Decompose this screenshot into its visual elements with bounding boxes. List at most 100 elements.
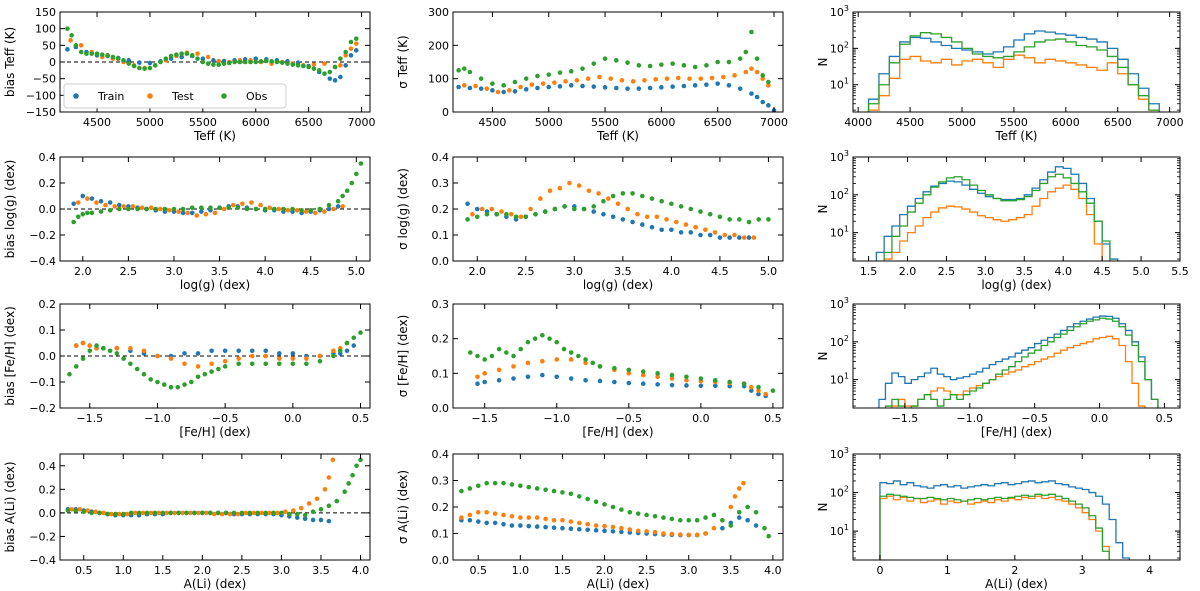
x-tick-label: 2.0 xyxy=(74,265,92,278)
series-obs xyxy=(65,457,363,518)
y-axis-label: bias A(Li) (dex) xyxy=(3,461,17,552)
series-test xyxy=(73,340,350,369)
data-point xyxy=(732,494,738,499)
data-point xyxy=(501,521,506,527)
plot-area xyxy=(60,161,370,225)
data-point xyxy=(561,346,567,352)
data-point xyxy=(222,364,228,369)
data-point xyxy=(163,56,169,61)
data-point xyxy=(354,463,359,469)
data-point xyxy=(492,480,498,486)
y-tick-label: 150 xyxy=(35,6,56,19)
data-point xyxy=(342,489,347,494)
data-point xyxy=(141,371,147,377)
axes-frame xyxy=(852,156,1181,262)
data-point xyxy=(470,211,475,217)
x-tick-label: 0.0 xyxy=(1091,412,1109,425)
data-point xyxy=(597,74,602,80)
data-point xyxy=(630,79,636,84)
y-tick-label: 0.0 xyxy=(432,402,450,415)
data-point xyxy=(110,54,116,60)
data-point xyxy=(636,86,642,91)
data-point xyxy=(249,353,255,359)
data-point xyxy=(770,388,776,393)
data-point xyxy=(330,457,336,463)
data-point xyxy=(478,86,484,91)
data-point xyxy=(467,69,473,75)
data-point xyxy=(509,513,515,519)
data-point xyxy=(85,508,90,513)
data-point xyxy=(754,94,760,100)
data-point xyxy=(659,227,664,233)
data-point xyxy=(542,209,548,214)
data-point xyxy=(75,214,81,220)
histogram-test xyxy=(879,495,1110,560)
data-point xyxy=(543,516,548,522)
x-tick-label: 5000 xyxy=(948,116,976,129)
data-point xyxy=(344,188,350,194)
data-point xyxy=(535,85,540,91)
data-point xyxy=(568,83,574,88)
data-point xyxy=(322,61,327,66)
x-tick-label: 2.5 xyxy=(517,265,535,278)
data-point xyxy=(326,518,332,524)
data-point xyxy=(583,360,588,366)
x-tick-label: 4.0 xyxy=(663,265,681,278)
data-point xyxy=(216,366,221,372)
x-tick-label: 0.5 xyxy=(1156,412,1174,425)
data-point xyxy=(540,332,545,338)
data-point xyxy=(348,53,354,58)
data-point xyxy=(644,529,649,534)
panel-hist_ali: 0 1 2 3 4 101 102 103 A(Li) (dex) N xyxy=(816,446,1181,591)
x-tick-label: 7000 xyxy=(760,116,788,129)
x-tick-label: 3.5 xyxy=(1016,265,1034,278)
data-point xyxy=(227,511,233,517)
data-point xyxy=(688,206,694,212)
data-point xyxy=(678,230,684,235)
data-point xyxy=(653,77,659,82)
data-point xyxy=(602,56,608,61)
data-point xyxy=(625,86,630,91)
series-test xyxy=(75,196,345,218)
data-point xyxy=(591,61,597,66)
data-point xyxy=(554,339,560,345)
data-point xyxy=(490,81,495,86)
data-point xyxy=(703,227,708,233)
data-point xyxy=(157,206,163,212)
data-point xyxy=(675,75,681,81)
data-point xyxy=(235,511,241,517)
data-point xyxy=(567,180,572,186)
data-point xyxy=(720,525,725,531)
data-point xyxy=(189,53,195,58)
data-point xyxy=(200,56,206,61)
data-point xyxy=(711,525,717,531)
y-tick-label: 0.2 xyxy=(432,203,450,216)
data-point xyxy=(195,56,200,61)
axes-frame xyxy=(852,11,1181,113)
data-point xyxy=(749,388,754,393)
data-point xyxy=(185,210,190,216)
data-point xyxy=(644,214,650,220)
data-point xyxy=(602,528,607,534)
data-point xyxy=(601,198,606,204)
data-point xyxy=(142,66,147,71)
data-point xyxy=(101,345,106,351)
y-tick-label: 0.1 xyxy=(432,229,450,242)
y-tick-label: 0.2 xyxy=(39,483,57,496)
data-point xyxy=(465,201,470,207)
data-point xyxy=(635,528,641,534)
x-tick-label: 5.5 xyxy=(1171,265,1189,278)
data-point xyxy=(116,202,122,208)
data-point xyxy=(737,86,743,91)
y-tick-label: 0.0 xyxy=(39,350,57,363)
data-point xyxy=(612,379,617,385)
x-tick-label: 4000 xyxy=(844,116,872,129)
data-point xyxy=(171,206,177,212)
y-tick-label: −0.1 xyxy=(29,376,56,389)
data-point xyxy=(753,510,759,515)
data-point xyxy=(126,61,132,66)
data-point xyxy=(467,512,473,518)
data-point xyxy=(669,201,674,207)
data-point xyxy=(338,56,343,61)
histogram-obs xyxy=(867,32,1160,112)
